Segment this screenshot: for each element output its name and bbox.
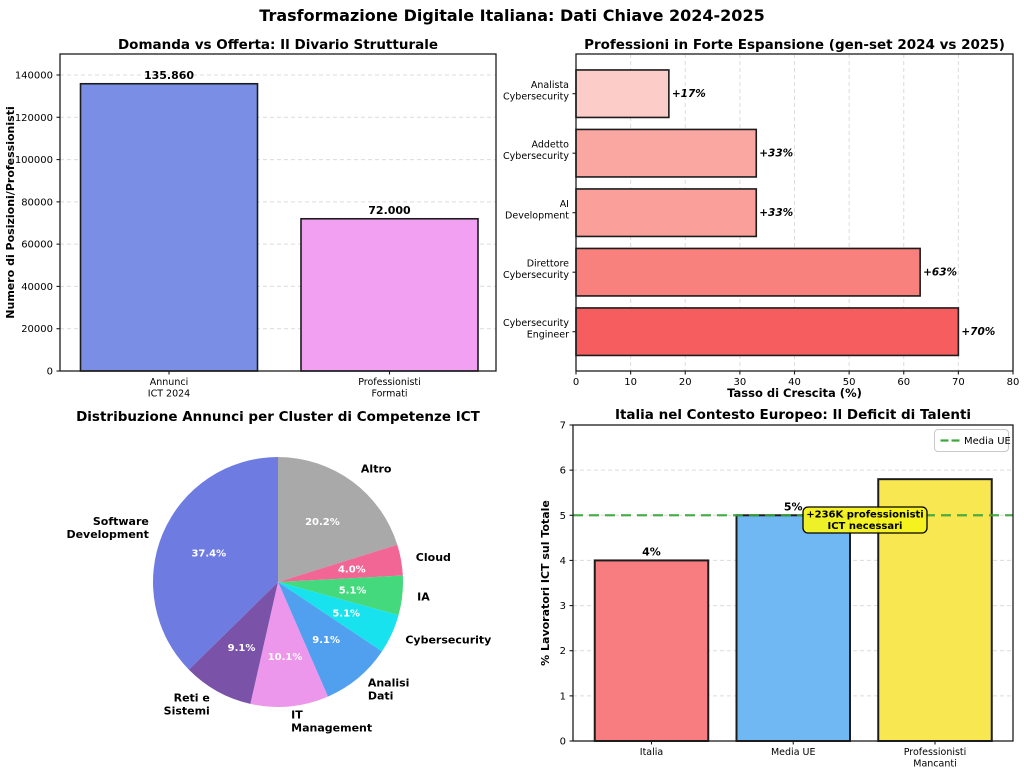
y-tick-label: 60000 <box>21 240 53 251</box>
y-tick-label: 140000 <box>15 71 53 82</box>
bar-value-label: 5% <box>784 500 803 513</box>
pie-pct-label: 9.1% <box>228 643 256 654</box>
pie-slice-label: Cloud <box>416 551 451 564</box>
x-category-label: Annunci ICT 2024 <box>148 377 190 400</box>
bar-value-label: +63% <box>923 267 957 279</box>
x-tick-label: 10 <box>624 377 637 388</box>
pie-slice <box>278 582 382 697</box>
bar <box>593 559 710 743</box>
chart1-frame <box>59 53 497 372</box>
bar-value-label: 4% <box>642 545 661 558</box>
pie-slice-label: Altro <box>361 463 392 476</box>
pie-slice <box>250 582 328 707</box>
bar-value-label: 72.000 <box>368 204 411 217</box>
pie-slice-label: Reti e Sistemi <box>164 691 210 717</box>
chart2-frame <box>575 53 1014 372</box>
pie-slice <box>153 457 278 670</box>
chart3-title: Distribuzione Annunci per Cluster di Com… <box>76 409 481 425</box>
y-tick-label: 0 <box>47 367 53 378</box>
pie-slice-label: IT Management <box>291 708 372 734</box>
pie-pct-label: 20.2% <box>305 517 340 528</box>
x-category-label: Media UE <box>771 747 816 758</box>
x-category-label: Professionisti Formati <box>358 377 421 400</box>
pie-pct-label: 37.4% <box>191 549 226 560</box>
y-category-label: Analista Cybersecurity <box>503 80 569 103</box>
y-tick-label: 3 <box>560 601 566 612</box>
legend-label: Media UE <box>964 436 1011 447</box>
bar <box>575 247 921 297</box>
chart4-ylabel: % Lavoratori ICT sul Totale <box>539 500 552 666</box>
chart1-title: Domanda vs Offerta: Il Divario Struttura… <box>118 37 438 53</box>
bar-value-label: +33% <box>759 148 793 160</box>
pie-pct-label: 9.1% <box>312 635 340 646</box>
y-tick-label: 40000 <box>21 282 53 293</box>
y-category-label: Addetto Cybersecurity <box>503 139 569 162</box>
bar-value-label: +17% <box>672 88 706 100</box>
annotation-box <box>802 506 928 534</box>
pie-slice-label: Cybersecurity <box>405 634 491 647</box>
y-tick-label: 7 <box>560 421 566 432</box>
x-category-label: Professionisti Mancanti <box>904 747 967 770</box>
chart4-title: Italia nel Contesto Europeo: Il Deficit … <box>615 407 971 423</box>
legend-box <box>934 429 1009 452</box>
bar-value-label: +70% <box>961 326 995 338</box>
figure-title: Trasformazione Digitale Italiana: Dati C… <box>259 6 765 25</box>
pie-slice <box>278 544 403 582</box>
bar <box>575 128 758 178</box>
pie-pct-label: 5.1% <box>339 586 367 597</box>
y-tick-label: 4 <box>560 556 566 567</box>
chart2-title: Professioni in Forte Espansione (gen-set… <box>584 37 1005 53</box>
pie-pct-label: 10.1% <box>268 652 303 663</box>
bar <box>575 307 960 357</box>
y-tick-label: 120000 <box>15 113 53 124</box>
bar-value-label: 135.860 <box>144 69 194 82</box>
bar <box>300 217 479 372</box>
pie-slice <box>188 582 278 704</box>
pie-slice <box>278 457 398 582</box>
pie-slice-label: Software Development <box>66 515 148 541</box>
chart1-ylabel: Numero di Posizioni/Professionisti <box>4 106 17 318</box>
y-category-label: AI Development <box>505 199 569 222</box>
pie-pct-label: 5.1% <box>332 609 360 620</box>
x-tick-label: 50 <box>843 377 856 388</box>
annotation-text: +236K professionisti ICT necessari <box>806 510 924 533</box>
chart4-frame <box>572 424 1014 742</box>
bar <box>575 188 758 238</box>
bar-value-label: +33% <box>759 207 793 219</box>
y-tick-label: 80000 <box>21 197 53 208</box>
pie-slice-label: Analisi Dati <box>368 676 410 702</box>
bar <box>575 69 670 119</box>
y-tick-label: 5 <box>560 511 566 522</box>
y-category-label: Direttore Cybersecurity <box>503 258 569 281</box>
y-category-label: Cybersecurity Engineer <box>503 318 569 341</box>
x-category-label: Italia <box>640 747 663 758</box>
y-tick-label: 6 <box>560 466 566 477</box>
y-tick-label: 100000 <box>15 155 53 166</box>
bar <box>79 82 259 372</box>
x-tick-label: 30 <box>734 377 747 388</box>
bar <box>735 514 851 742</box>
y-tick-label: 1 <box>560 691 566 702</box>
y-tick-label: 2 <box>560 646 566 657</box>
pie-slice <box>278 582 399 652</box>
y-tick-label: 20000 <box>21 324 53 335</box>
x-tick-label: 70 <box>952 377 965 388</box>
x-tick-label: 20 <box>679 377 692 388</box>
x-tick-label: 80 <box>1007 377 1020 388</box>
pie-slice <box>278 575 403 616</box>
y-tick-label: 0 <box>560 737 566 748</box>
pie-pct-label: 4.0% <box>338 564 366 575</box>
x-tick-label: 60 <box>897 377 910 388</box>
pie-slice-label: IA <box>417 591 430 604</box>
x-tick-label: 40 <box>788 377 801 388</box>
x-tick-label: 0 <box>573 377 579 388</box>
chart2-xlabel: Tasso di Crescita (%) <box>727 386 862 400</box>
